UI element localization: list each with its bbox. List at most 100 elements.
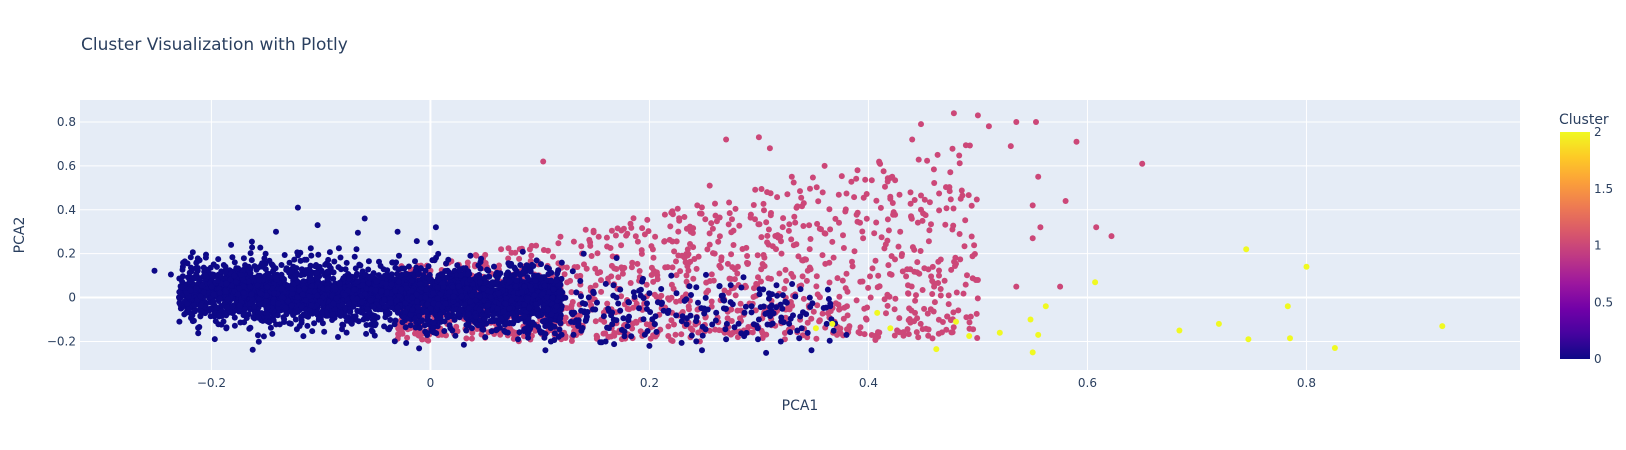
cluster-0-point bbox=[465, 319, 472, 326]
cluster-0-point bbox=[202, 310, 209, 317]
cluster-0-point bbox=[571, 309, 578, 316]
cluster-0-point bbox=[301, 256, 308, 263]
cluster-0-point bbox=[451, 316, 458, 323]
cluster-1-point bbox=[807, 185, 813, 192]
cluster-0-point bbox=[197, 312, 204, 319]
cluster-1-point bbox=[678, 331, 685, 338]
cluster-1-point bbox=[967, 313, 974, 320]
cluster-1-point bbox=[755, 134, 762, 141]
cluster-1-point bbox=[754, 281, 761, 288]
cluster-0-point bbox=[789, 281, 796, 287]
cluster-0-point bbox=[678, 339, 685, 346]
cluster-0-point bbox=[263, 292, 270, 299]
cluster-1-point bbox=[581, 261, 587, 268]
cluster-1-point bbox=[918, 121, 924, 128]
cluster-0-point bbox=[774, 292, 781, 299]
cluster-0-point bbox=[626, 313, 632, 320]
cluster-0-point bbox=[554, 270, 561, 277]
cluster-0-point bbox=[550, 286, 557, 293]
cluster-1-point bbox=[914, 219, 921, 226]
cluster-0-point bbox=[467, 252, 474, 259]
cluster-0-point bbox=[557, 307, 563, 314]
cluster-0-point bbox=[326, 249, 333, 256]
cluster-0-point bbox=[525, 295, 531, 302]
cluster-0-point bbox=[213, 304, 220, 311]
cluster-0-point bbox=[804, 329, 811, 336]
cluster-0-point bbox=[557, 315, 564, 322]
cluster-0-point bbox=[229, 303, 236, 310]
cluster-1-point bbox=[567, 277, 574, 284]
cluster-1-point bbox=[683, 272, 690, 279]
cluster-1-point bbox=[755, 221, 762, 228]
cluster-1-point bbox=[894, 327, 901, 334]
cluster-0-point bbox=[413, 291, 420, 298]
cluster-0-point bbox=[533, 257, 540, 264]
cluster-1-point bbox=[912, 297, 919, 304]
cluster-0-point bbox=[300, 333, 307, 340]
cluster-0-point bbox=[304, 322, 311, 329]
cluster-1-point bbox=[961, 243, 968, 250]
cluster-0-point bbox=[396, 252, 402, 259]
cluster-1-point bbox=[896, 315, 903, 322]
cluster-1-point bbox=[840, 315, 847, 322]
cluster-0-point bbox=[573, 289, 580, 296]
cluster-0-point bbox=[298, 304, 305, 310]
cluster-0-point bbox=[604, 324, 611, 331]
cluster-1-point bbox=[929, 335, 936, 342]
cluster-1-point bbox=[661, 211, 668, 218]
cluster-0-point bbox=[354, 307, 361, 314]
cluster-1-point bbox=[880, 168, 887, 175]
cluster-0-point bbox=[510, 290, 517, 296]
cluster-0-point bbox=[519, 248, 526, 255]
cluster-1-point bbox=[974, 277, 981, 283]
cluster-0-point bbox=[430, 290, 437, 297]
cluster-0-point bbox=[610, 292, 617, 299]
cluster-1-point bbox=[563, 264, 570, 271]
cluster-0-point bbox=[637, 286, 644, 293]
cluster-0-point bbox=[343, 259, 350, 266]
cluster-0-point bbox=[548, 277, 555, 284]
cluster-1-point bbox=[718, 257, 725, 264]
cluster-0-point bbox=[313, 269, 320, 276]
cluster-0-point bbox=[530, 321, 537, 327]
cluster-0-point bbox=[223, 325, 230, 332]
cluster-0-point bbox=[590, 288, 597, 295]
cluster-1-point bbox=[865, 284, 872, 291]
cluster-1-point bbox=[650, 278, 657, 285]
cluster-0-point bbox=[222, 269, 229, 276]
cluster-0-point bbox=[363, 322, 370, 328]
cluster-0-point bbox=[437, 311, 444, 318]
cluster-0-point bbox=[344, 287, 351, 294]
cluster-1-point bbox=[799, 273, 806, 280]
cluster-1-point bbox=[947, 169, 954, 176]
cluster-0-point bbox=[637, 292, 644, 299]
cluster-0-point bbox=[767, 313, 774, 320]
cluster-1-point bbox=[917, 248, 924, 254]
cluster-0-point bbox=[517, 262, 524, 268]
cluster-0-point bbox=[265, 303, 271, 310]
cluster-1-point bbox=[634, 260, 641, 267]
cluster-0-point bbox=[368, 327, 375, 334]
cluster-0-point bbox=[537, 275, 544, 282]
cluster-0-point bbox=[240, 255, 247, 262]
cluster-1-point bbox=[806, 222, 813, 229]
cluster-1-point bbox=[716, 233, 723, 240]
cluster-1-point bbox=[913, 292, 919, 299]
cluster-0-point bbox=[247, 324, 254, 331]
cluster-1-point bbox=[644, 216, 651, 223]
cluster-0-point bbox=[416, 345, 423, 352]
cluster-1-point bbox=[832, 300, 839, 307]
cluster-1-point bbox=[886, 271, 893, 277]
cluster-1-point bbox=[732, 292, 739, 299]
cluster-0-point bbox=[520, 269, 526, 276]
cluster-1-point bbox=[925, 238, 932, 245]
cluster-0-point bbox=[396, 278, 402, 285]
cluster-1-point bbox=[900, 329, 907, 336]
cluster-0-point bbox=[594, 299, 600, 306]
cluster-0-point bbox=[640, 275, 646, 282]
cluster-1-point bbox=[803, 277, 810, 284]
cluster-1-point bbox=[877, 204, 884, 211]
cluster-0-point bbox=[387, 299, 394, 306]
cluster-1-point bbox=[827, 226, 834, 233]
cluster-1-point bbox=[875, 272, 882, 279]
